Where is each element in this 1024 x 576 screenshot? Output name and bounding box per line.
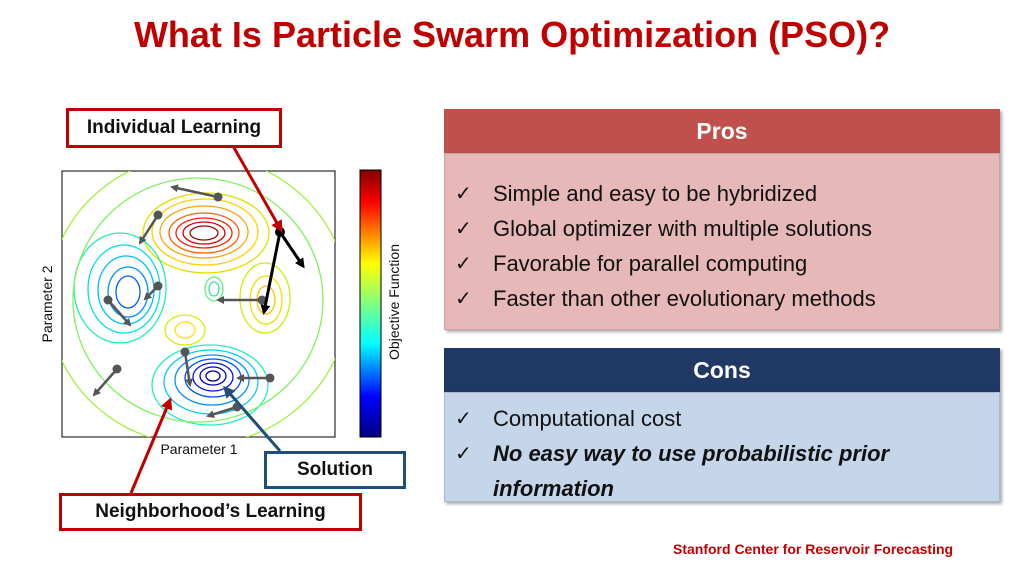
footer-organization: Stanford Center for Reservoir Forecastin… <box>673 541 954 557</box>
solution-arrow <box>223 385 282 452</box>
neighborhood-learning-arrow <box>129 397 173 494</box>
checkmark-icon: ✓ <box>455 406 472 430</box>
slide-title: What Is Particle Swarm Optimization (PSO… <box>133 14 891 55</box>
individual-learning-callout: Individual Learning <box>66 108 282 148</box>
cons-header: Cons <box>444 348 1000 392</box>
pros-item: ✓ Favorable for parallel computing <box>445 246 973 281</box>
pros-item: ✓ Simple and easy to be hybridized <box>445 176 973 211</box>
cons-item: ✓ Computational cost <box>445 401 973 436</box>
pros-panel: ✓ Simple and easy to be hybridized ✓ Globa… <box>444 153 1000 330</box>
y-axis-label: Parameter 2 <box>39 265 55 342</box>
particle-arrows <box>92 184 275 419</box>
pros-item: ✓ Faster than other evolutionary methods <box>445 281 973 316</box>
colorbar <box>359 169 382 438</box>
pros-item: ✓ Global optimizer with multiple solution… <box>445 211 973 246</box>
checkmark-icon: ✓ <box>455 181 472 205</box>
checkmark-icon: ✓ <box>455 216 472 240</box>
plot-area <box>61 170 336 438</box>
x-axis-label: Parameter 1 <box>160 441 237 457</box>
pros-header: Pros <box>444 109 1000 153</box>
checkmark-icon: ✓ <box>455 441 472 465</box>
cons-item: ✓ No easy way to use probabilistic prior … <box>445 436 973 506</box>
solution-callout: Solution <box>264 451 406 489</box>
colorbar-label: Objective Function <box>386 244 402 360</box>
cons-list: ✓ Computational cost ✓ No easy way to use … <box>445 401 999 506</box>
cons-panel: ✓ Computational cost ✓ No easy way to use … <box>444 392 1000 502</box>
pros-list: ✓ Simple and easy to be hybridized ✓ Globa… <box>445 176 999 316</box>
checkmark-icon: ✓ <box>455 251 472 275</box>
checkmark-icon: ✓ <box>455 286 472 310</box>
neighborhood-learning-callout: Neighborhood’s Learning <box>59 493 362 531</box>
individual-learning-arrow <box>231 145 283 233</box>
